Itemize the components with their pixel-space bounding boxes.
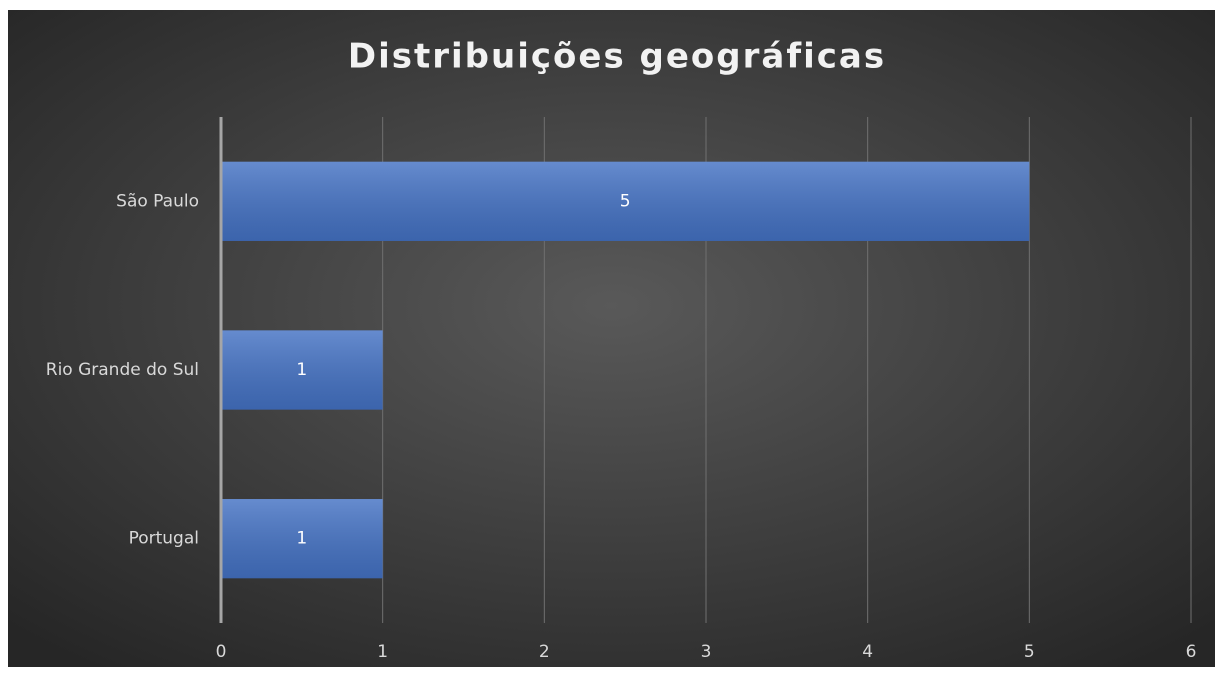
chart-background xyxy=(8,10,1215,667)
x-tick-label: 5 xyxy=(1024,642,1035,662)
y-tick-label: Portugal xyxy=(129,529,199,549)
bar-shade xyxy=(221,330,383,410)
x-tick-label: 0 xyxy=(216,642,227,662)
x-tick-label: 1 xyxy=(377,642,388,662)
bar-shade xyxy=(221,499,383,579)
data-label: 1 xyxy=(296,529,307,549)
bar-shade xyxy=(221,161,1030,241)
data-label: 5 xyxy=(620,191,631,211)
x-tick-label: 4 xyxy=(862,642,873,662)
x-tick-label: 2 xyxy=(539,642,550,662)
y-tick-label: Rio Grande do Sul xyxy=(46,360,199,380)
x-tick-label: 3 xyxy=(701,642,712,662)
chart-title: Distribuições geográficas xyxy=(348,37,886,77)
y-tick-label: São Paulo xyxy=(116,191,199,211)
x-tick-label: 6 xyxy=(1186,642,1197,662)
data-label: 1 xyxy=(296,360,307,380)
